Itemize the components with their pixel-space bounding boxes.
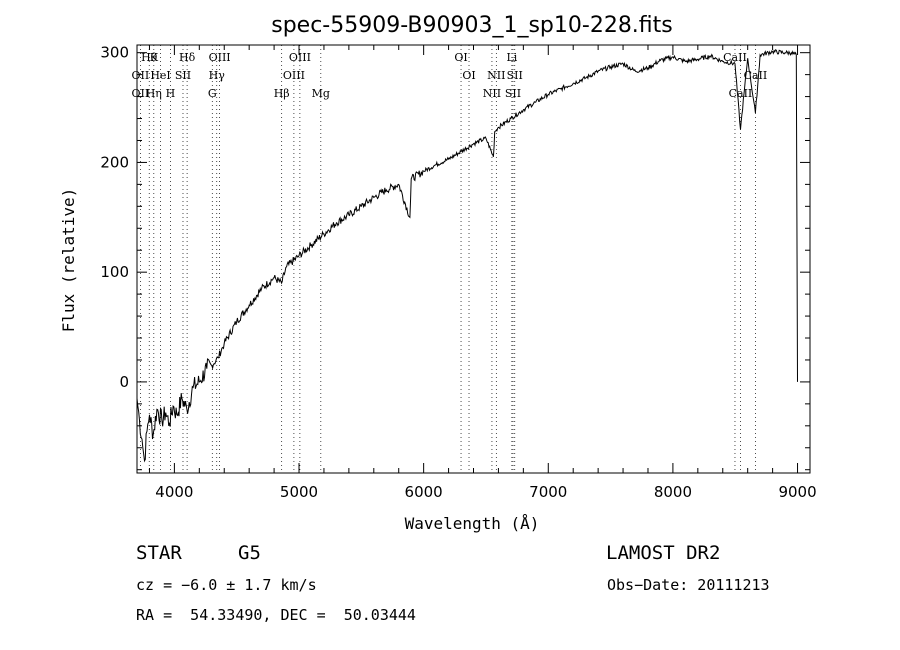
line-label: OIII <box>289 51 311 64</box>
line-label: CaII <box>744 69 768 82</box>
line-label: Hθ <box>141 51 158 64</box>
spectrum-chart: spec-55909-B90903_1_sp10-228.fits 4000 50… <box>59 13 817 533</box>
line-label: NII <box>487 69 505 82</box>
tick-layer: 4000 5000 6000 7000 8000 9000 0 100 200 300 <box>100 44 816 501</box>
line-label: NII <box>483 87 501 100</box>
line-label: CaII <box>729 87 753 100</box>
chart-title: spec-55909-B90903_1_sp10-228.fits <box>271 13 673 38</box>
line-label: OII <box>132 69 150 82</box>
line-label: K <box>150 51 159 64</box>
line-label: SII <box>507 69 523 82</box>
x-tick-label: 4000 <box>155 483 193 501</box>
line-label: Hγ <box>209 69 226 82</box>
observation-date: Obs−Date: 20111213 <box>607 576 770 594</box>
object-class: STAR <box>136 542 182 564</box>
redshift-velocity: cz = −6.0 ± 1.7 km/s <box>136 576 317 594</box>
line-label: Hβ <box>274 87 290 100</box>
line-label: SII <box>505 87 521 100</box>
plot-frame <box>136 44 811 474</box>
line-label: CaII <box>723 51 747 64</box>
line-label: SII <box>175 69 191 82</box>
line-label: OIII <box>283 69 305 82</box>
line-label: HeI <box>150 69 170 82</box>
sky-coordinates: RA = 54.33490, DEC = 50.03444 <box>136 606 416 624</box>
object-subclass: G5 <box>238 542 261 564</box>
line-label: Hη <box>146 87 162 100</box>
series-layer <box>136 49 798 463</box>
x-tick-label: 7000 <box>529 483 567 501</box>
x-axis-label: Wavelength (Å) <box>405 514 540 533</box>
line-label: OII <box>132 87 150 100</box>
x-tick-label: 8000 <box>654 483 692 501</box>
line-label: Hδ <box>179 51 196 64</box>
line-label: G <box>208 87 217 100</box>
line-label: OI <box>462 69 475 82</box>
line-label: Mg <box>312 87 330 100</box>
survey-name: LAMOST DR2 <box>606 542 721 564</box>
y-axis-label: Flux (relative) <box>59 188 78 333</box>
y-tick-label: 300 <box>100 44 129 62</box>
line-label: OIII <box>209 51 231 64</box>
spectral-line-labels: HθK Hδ OIII OIII OI Li CaII OII HeI SII Hγ OIII OI NI… <box>132 51 768 100</box>
y-tick-label: 200 <box>100 153 129 171</box>
x-tick-label: 6000 <box>405 483 443 501</box>
x-tick-label: 5000 <box>280 483 318 501</box>
x-tick-label: 9000 <box>778 483 816 501</box>
y-tick-label: 0 <box>119 373 129 391</box>
spectrum-series <box>136 49 798 463</box>
spectral-line-markers <box>140 45 756 473</box>
line-label: Li <box>506 51 517 64</box>
y-tick-label: 100 <box>100 263 129 281</box>
line-label: OI <box>454 51 467 64</box>
line-label: H <box>166 87 176 100</box>
